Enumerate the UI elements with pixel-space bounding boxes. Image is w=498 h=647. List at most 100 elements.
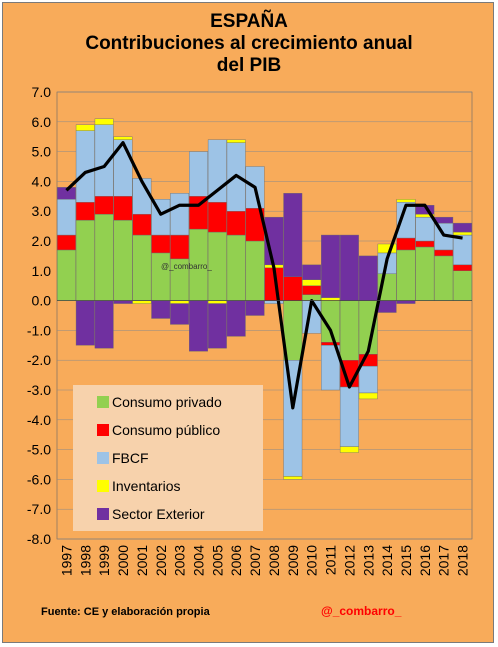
x-tick-label: 1999: [96, 545, 112, 576]
bar-inventarios-2003: [170, 300, 190, 304]
bar-consumo_publico-2002: [151, 234, 171, 254]
x-tick-label: 2003: [172, 545, 188, 576]
x-tick-label: 2014: [379, 545, 395, 576]
x-tick-label: 1998: [77, 545, 93, 576]
watermark-text: @_combarro_: [161, 262, 212, 271]
bar-consumo_publico-2017: [434, 249, 454, 257]
x-tick-label: 2006: [228, 545, 244, 576]
x-tick-label: 2016: [417, 545, 433, 576]
bar-fbcf-2003: [170, 193, 190, 236]
source-note: Fuente: CE y elaboración propia: [41, 606, 210, 618]
y-tick-label: 4.0: [32, 173, 52, 189]
title-line-3: del PIB: [216, 55, 282, 76]
pib-line-layer: [65, 141, 463, 410]
x-tick-label: 2015: [398, 545, 414, 576]
bar-sector_exterior-2018: [453, 222, 473, 233]
legend-swatch: [97, 480, 109, 492]
bar-consumo_privado-2018: [453, 270, 473, 301]
bar-inventarios-2001: [132, 300, 152, 304]
bar-fbcf-1997: [56, 199, 76, 236]
bar-sector_exterior-2011: [321, 234, 340, 298]
bar-consumo_publico-2016: [415, 240, 435, 248]
bar-consumo_publico-2003: [170, 234, 190, 260]
bar-fbcf-2005: [207, 139, 227, 203]
bar-sector_exterior-2006: [226, 300, 246, 337]
bar-consumo_publico-2015: [396, 237, 416, 251]
bar-consumo_publico-2006: [226, 210, 246, 236]
legend-item-fbcf: FBCF: [97, 449, 149, 467]
bar-fbcf-2012: [339, 386, 359, 447]
bar-fbcf-2008: [264, 300, 284, 304]
axis-layer: 7.0 6.0 5.0 4.0 3.0 2.0 1.0 0.0 -1.0 -2.0 -3.0 -4.0…: [27, 84, 472, 576]
x-tick-label: 2000: [115, 545, 131, 576]
x-tick-label: 2018: [455, 545, 471, 576]
y-tick-label: -2.0: [27, 352, 51, 368]
x-tick-label: 2013: [360, 545, 376, 576]
y-tick-label: -6.0: [27, 471, 51, 487]
legend-label: Consumo privado: [112, 394, 222, 410]
bars-layer: [56, 118, 473, 480]
x-tick-label: 2007: [247, 545, 263, 576]
y-tick-label: 7.0: [32, 84, 52, 100]
bar-fbcf-2018: [453, 234, 473, 266]
bar-consumo_privado-1997: [56, 249, 76, 301]
bar-consumo_publico-1999: [94, 196, 114, 215]
bar-inventarios-2012: [339, 446, 359, 453]
bar-fbcf-2000: [113, 139, 133, 197]
legend-label: FBCF: [112, 450, 149, 466]
x-tick-label: 2017: [436, 545, 452, 576]
bar-consumo_privado-2015: [396, 249, 416, 301]
bar-inventarios-1998: [75, 124, 95, 131]
bar-consumo_publico-2001: [132, 213, 152, 236]
x-tick-label: 2002: [153, 545, 169, 576]
bar-consumo_privado-2012: [339, 300, 359, 361]
x-tick-label: 2005: [209, 545, 225, 576]
bar-sector_exterior-1997: [56, 187, 76, 200]
bar-consumo_privado-1998: [75, 219, 95, 301]
bar-sector_exterior-2007: [245, 300, 265, 316]
bar-sector_exterior-2015: [396, 300, 416, 304]
bar-inventarios-2013: [358, 392, 378, 400]
title-line-1: ESPAÑA: [210, 11, 288, 32]
y-tick-label: -4.0: [27, 412, 51, 428]
y-tick-label: 0.0: [32, 293, 52, 309]
x-tick-label: 2001: [134, 545, 150, 576]
bar-consumo_privado-2007: [245, 240, 265, 301]
bar-sector_exterior-2009: [283, 193, 303, 277]
bar-sector_exterior-2002: [151, 300, 171, 319]
bar-fbcf-2004: [189, 151, 208, 197]
bar-sector_exterior-2004: [189, 300, 208, 352]
y-tick-label: 2.0: [32, 233, 52, 249]
legend: Consumo privado Consumo público FBCF Invent…: [73, 385, 263, 531]
x-tick-label: 1997: [58, 545, 74, 576]
bar-consumo_privado-1999: [94, 213, 114, 301]
bar-fbcf-2013: [358, 365, 378, 394]
bar-sector_exterior-2010: [302, 264, 322, 280]
bar-sector_exterior-2013: [358, 255, 378, 301]
legend-item-consumo_publico: Consumo público: [97, 421, 220, 439]
y-tick-label: -7.0: [27, 501, 51, 517]
y-tick-label: 5.0: [32, 144, 52, 160]
bar-consumo_publico-2009: [283, 276, 303, 301]
chart-title: ESPAÑA Contribuciones al crecimiento anu…: [3, 11, 495, 77]
legend-item-sector_exterior: Sector Exterior: [97, 505, 205, 523]
bar-inventarios-2009: [283, 476, 303, 480]
bar-sector_exterior-2012: [339, 234, 359, 301]
legend-label: Inventarios: [112, 478, 181, 494]
bar-consumo_publico-1997: [56, 234, 76, 251]
legend-label: Consumo público: [112, 422, 221, 438]
bar-sector_exterior-2005: [207, 303, 227, 349]
y-tick-label: 3.0: [32, 203, 52, 219]
y-tick-label: -1.0: [27, 322, 51, 338]
bar-fbcf-2011: [321, 345, 340, 391]
x-tick-label: 2009: [285, 545, 301, 576]
legend-swatch: [97, 452, 109, 464]
bar-inventarios-2018: [453, 231, 473, 236]
bar-sector_exterior-2003: [170, 303, 190, 325]
legend-swatch: [97, 508, 109, 520]
bar-sector_exterior-2000: [113, 300, 133, 304]
bar-consumo_privado-2006: [226, 234, 246, 301]
x-tick-label: 2008: [266, 545, 282, 576]
bar-inventarios-1999: [94, 118, 114, 125]
legend-swatch: [97, 396, 109, 408]
